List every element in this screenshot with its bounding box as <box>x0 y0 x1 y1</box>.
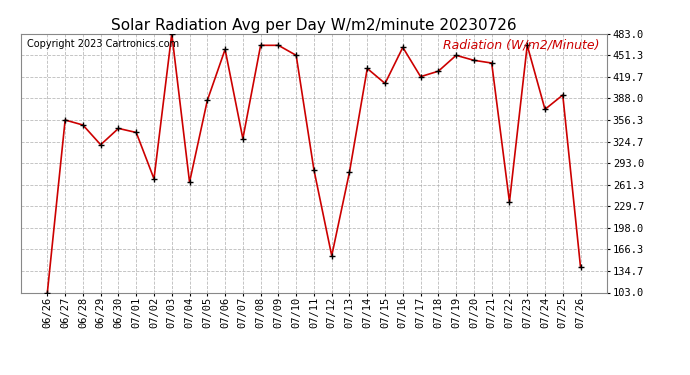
Text: Copyright 2023 Cartronics.com: Copyright 2023 Cartronics.com <box>26 39 179 49</box>
Title: Solar Radiation Avg per Day W/m2/minute 20230726: Solar Radiation Avg per Day W/m2/minute … <box>111 18 517 33</box>
Text: Radiation (W/m2/Minute): Radiation (W/m2/Minute) <box>443 39 600 52</box>
